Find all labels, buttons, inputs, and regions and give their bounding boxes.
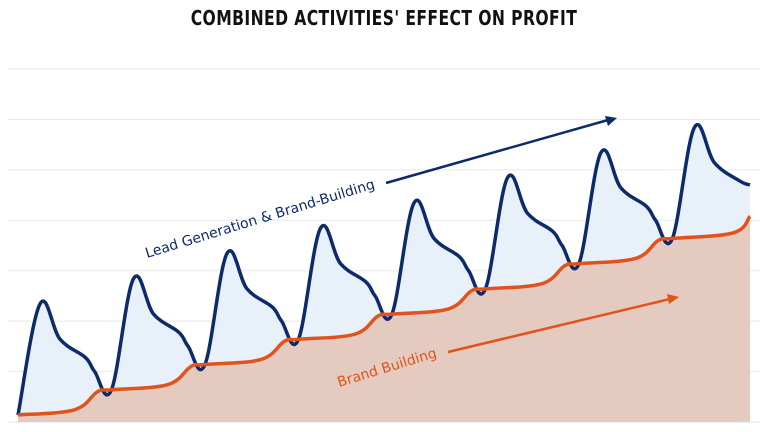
brand-building-line bbox=[17, 215, 752, 417]
brand-building-arrow bbox=[447, 297, 671, 354]
brand-building-arrowhead bbox=[667, 294, 679, 304]
lead-generation-arrowhead bbox=[605, 116, 617, 126]
lead-generation-annotation: Lead Generation & Brand-Building bbox=[143, 177, 376, 262]
chart-title: COMBINED ACTIVITIES' EFFECT ON PROFIT bbox=[190, 6, 578, 30]
lead-generation-arrow bbox=[385, 118, 609, 185]
